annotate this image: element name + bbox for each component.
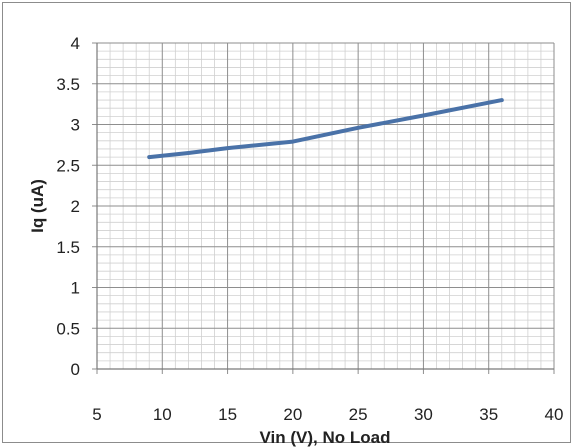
x-tick-label: 10: [153, 405, 172, 424]
x-tick-label: 5: [92, 405, 101, 424]
series-line-1: [147, 98, 504, 160]
x-tick-label: 35: [479, 405, 498, 424]
y-tick-label: 0: [71, 360, 80, 379]
x-tick-label: 25: [349, 405, 368, 424]
x-tick-label: 40: [545, 405, 564, 424]
y-tick-label: 3: [71, 116, 80, 135]
x-tick-labels: 5 10 15 20 25 30 35 40: [92, 405, 563, 424]
axes: [92, 42, 555, 374]
x-axis-title: Vin (V), No Load: [260, 428, 391, 447]
y-tick-label: 2.5: [56, 156, 80, 175]
x-tick-label: 20: [283, 405, 302, 424]
y-tick-label: 1: [71, 279, 80, 298]
y-tick-label: 1.5: [56, 238, 80, 257]
y-tick-label: 2: [71, 197, 80, 216]
y-tick-label: 0.5: [56, 319, 80, 338]
x-tick-label: 15: [218, 405, 237, 424]
y-tick-labels: 0 0.5 1 1.5 2 2.5 3 3.5 4: [56, 34, 80, 379]
x-tick-label: 30: [414, 405, 433, 424]
y-tick-label: 4: [71, 34, 80, 53]
y-axis-title: Iq (uA): [28, 179, 47, 233]
y-tick-label: 3.5: [56, 75, 80, 94]
series-layer: [147, 98, 504, 160]
